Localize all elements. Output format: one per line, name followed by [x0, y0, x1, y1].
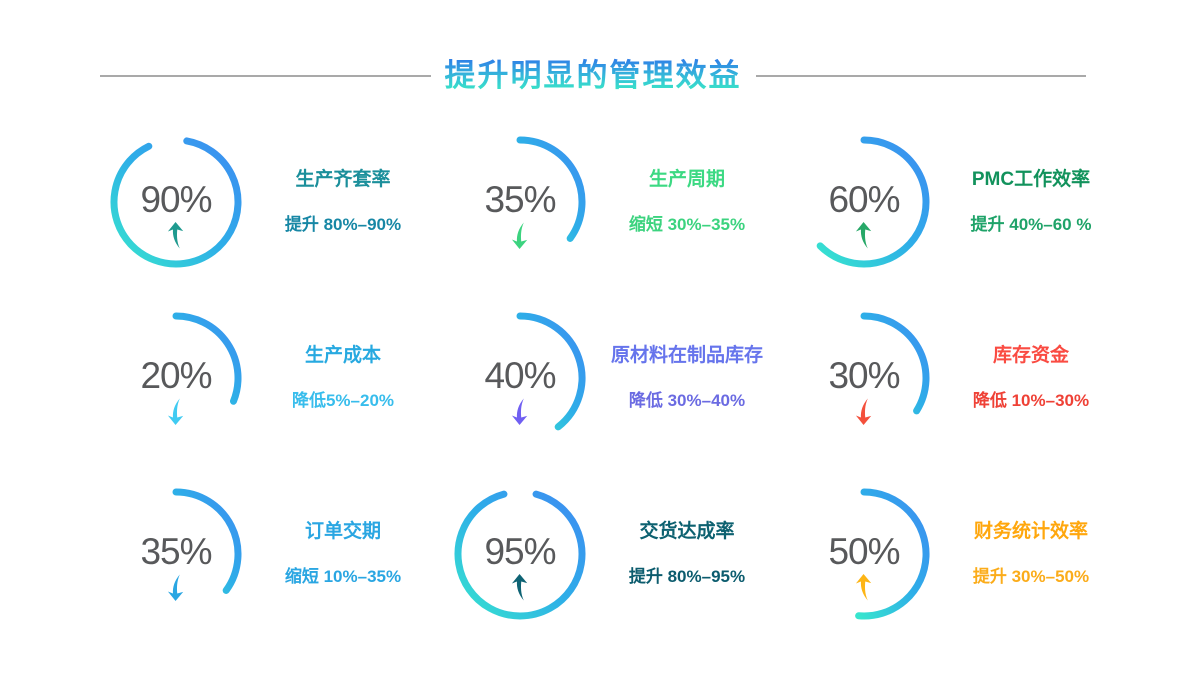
title-divider-right: [755, 75, 1086, 77]
trend-down-arrow-icon: [167, 398, 184, 425]
percent-value: 95%: [484, 531, 556, 572]
metric-label: 财务统计效率: [973, 521, 1088, 542]
gauge-arc: [516, 136, 586, 242]
metric-card-production-cost: 20% 生产成本 降低5%–20%: [104, 290, 448, 466]
metric-card-production-cycle: 35% 生产周期 缩短 30%–35%: [448, 114, 792, 290]
metric-label: 生产成本: [304, 345, 381, 366]
gauge-arc: [516, 312, 586, 431]
page-title: 提升明显的管理效益: [444, 58, 742, 93]
gauge-ring: 60%: [798, 136, 930, 268]
gauge-ring: 95%: [454, 488, 586, 620]
metric-change: 缩短 10%–35%: [284, 567, 402, 586]
gauge-arc: [110, 137, 242, 268]
metric-change: 降低 30%–40%: [628, 391, 746, 410]
gauge-arc: [172, 488, 242, 594]
metric-card-finance-efficiency: 50% 财务统计效率 提升 30%–50%: [792, 466, 1136, 642]
gauge-ring: 30%: [798, 312, 930, 444]
metric-card-inventory-capital: 30% 库存资金 降低 10%–30%: [792, 290, 1136, 466]
trend-up-arrow-icon: [167, 222, 184, 249]
metric-change: 提升 80%–95%: [628, 567, 746, 586]
metric-change: 提升 40%–60 %: [970, 215, 1092, 234]
percent-value: 60%: [828, 179, 900, 220]
metric-card-delivery-rate: 95% 交货达成率 提升 80%–95%: [448, 466, 792, 642]
metric-label: 生产齐套率: [295, 169, 391, 190]
metrics-grid: 90% 生产齐套率 提升 80%–90% 35% 生产周期 缩短 30%–35%…: [104, 114, 1136, 642]
percent-value: 30%: [828, 355, 900, 396]
percent-value: 20%: [140, 355, 212, 396]
metric-label: 库存资金: [992, 345, 1069, 366]
metric-label: 订单交期: [304, 521, 381, 542]
metric-change: 降低5%–20%: [291, 391, 395, 410]
metric-change: 提升 80%–90%: [284, 215, 402, 234]
metric-label: PMC工作效率: [971, 169, 1091, 190]
trend-down-arrow-icon: [511, 398, 528, 425]
percent-value: 35%: [484, 179, 556, 220]
title-divider-left: [100, 75, 431, 77]
slide-header: 提升明显的管理效益: [0, 58, 1186, 94]
gauge-arc: [855, 488, 930, 620]
percent-value: 40%: [484, 355, 556, 396]
percent-value: 50%: [828, 531, 900, 572]
gauge-arc: [454, 490, 586, 620]
trend-down-arrow-icon: [167, 574, 184, 601]
trend-down-arrow-icon: [855, 398, 872, 425]
gauge-arc: [860, 312, 930, 415]
metric-card-wip-inventory: 40% 原材料在制品库存 降低 30%–40%: [448, 290, 792, 466]
trend-up-arrow-icon: [855, 222, 872, 249]
gauge-ring: 50%: [798, 488, 930, 620]
trend-down-arrow-icon: [511, 222, 528, 249]
trend-up-arrow-icon: [511, 574, 528, 601]
metric-card-production-kitting-rate: 90% 生产齐套率 提升 80%–90%: [104, 114, 448, 290]
gauge-ring: 35%: [454, 136, 586, 268]
trend-up-arrow-icon: [855, 574, 872, 601]
percent-value: 35%: [140, 531, 212, 572]
metric-card-order-leadtime: 35% 订单交期 缩短 10%–35%: [104, 466, 448, 642]
metric-change: 提升 30%–50%: [972, 567, 1090, 586]
gauge-ring: 40%: [454, 312, 586, 444]
gauge-arc: [816, 136, 930, 268]
metric-card-pmc-efficiency: 60% PMC工作效率 提升 40%–60 %: [792, 114, 1136, 290]
metric-label: 生产周期: [648, 169, 725, 190]
metric-change: 缩短 30%–35%: [628, 215, 746, 234]
gauge-ring: 90%: [110, 136, 242, 268]
percent-value: 90%: [140, 179, 212, 220]
gauge-ring: 20%: [110, 312, 242, 444]
gauge-ring: 35%: [110, 488, 242, 620]
metric-change: 降低 10%–30%: [972, 391, 1090, 410]
metric-label: 原材料在制品库存: [610, 345, 763, 366]
metric-label: 交货达成率: [639, 521, 735, 542]
gauge-arc: [172, 312, 242, 405]
